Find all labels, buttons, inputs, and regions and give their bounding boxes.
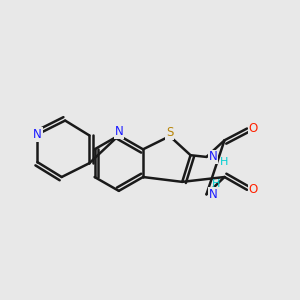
Text: N: N — [209, 150, 218, 164]
Text: N: N — [209, 188, 218, 201]
Text: H: H — [212, 179, 220, 189]
Text: S: S — [166, 126, 173, 139]
Text: O: O — [249, 183, 258, 196]
Text: N: N — [33, 128, 42, 141]
Text: N: N — [114, 125, 123, 138]
Text: H: H — [220, 157, 229, 167]
Text: O: O — [249, 122, 258, 135]
